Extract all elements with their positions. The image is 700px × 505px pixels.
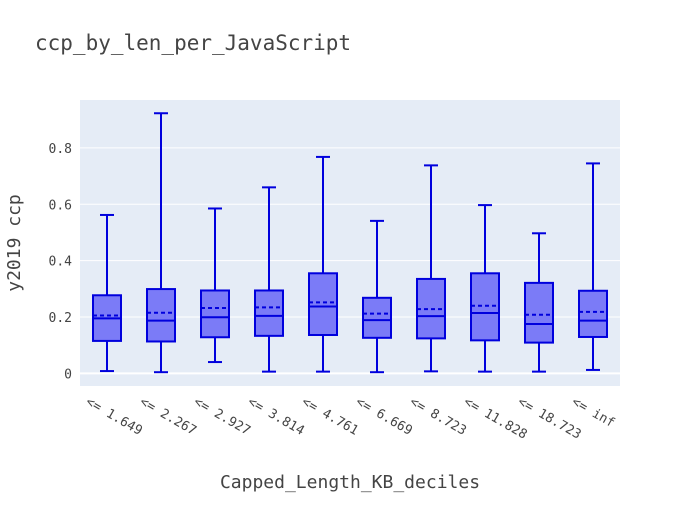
y-tick-label: 0.2 [49, 311, 72, 326]
y-tick-label: 0.6 [49, 198, 72, 213]
y-tick-label: 0.4 [49, 255, 73, 270]
y-tick-label: 0 [64, 367, 72, 382]
iqr-box [254, 289, 284, 337]
iqr-box [146, 288, 176, 343]
box-4 [254, 186, 284, 373]
y-axis-title: y2019 ccp [4, 194, 25, 292]
x-tick-label: <= 8.723 [407, 394, 469, 438]
box-6 [362, 219, 392, 374]
box-10 [578, 162, 608, 371]
iqr-box [524, 281, 554, 344]
box-8 [470, 204, 500, 373]
x-tick-label: <= 4.761 [299, 394, 361, 438]
box-5 [308, 155, 338, 373]
y-axis-ticks: 0 0.2 0.4 0.6 0.8 [49, 142, 73, 382]
x-tick-label: <= 2.267 [137, 394, 199, 438]
iqr-box [308, 272, 338, 336]
iqr-box [470, 272, 500, 342]
box-3 [200, 207, 230, 364]
x-axis-ticks: <= 1.649<= 2.267<= 2.927<= 3.814<= 4.761… [83, 394, 617, 442]
x-tick-label: <= 2.927 [191, 394, 253, 438]
iqr-box [362, 296, 392, 339]
iqr-box [578, 289, 608, 338]
box-7 [416, 164, 446, 373]
box-2 [146, 112, 176, 374]
iqr-box [200, 289, 230, 339]
boxes [92, 112, 608, 374]
x-axis-title: Capped_Length_KB_deciles [220, 472, 480, 493]
chart-title: ccp_by_len_per_JavaScript [35, 31, 351, 55]
x-tick-label: <= 6.669 [353, 394, 415, 438]
box-9 [524, 232, 554, 373]
y-tick-label: 0.8 [49, 142, 72, 157]
box-1 [92, 213, 122, 373]
x-tick-label: <= 1.649 [83, 394, 145, 438]
x-tick-label: <= 3.814 [245, 394, 307, 438]
